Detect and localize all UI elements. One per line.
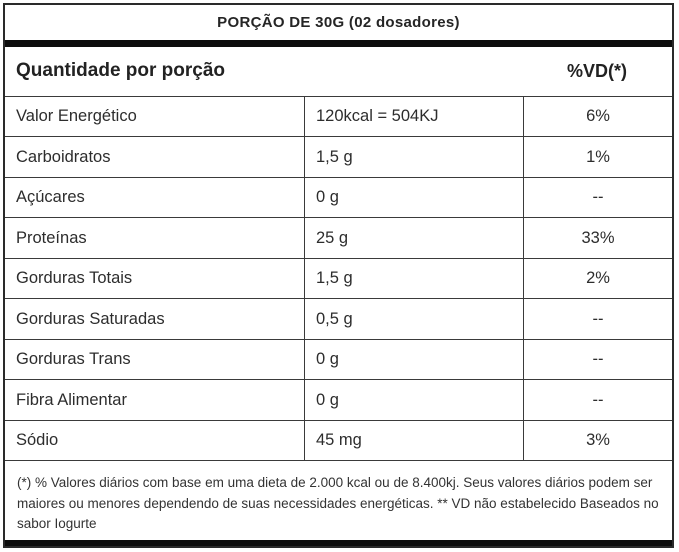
nutrient-name: Gorduras Totais <box>5 258 305 299</box>
nutrient-amount: 1,5 g <box>305 258 524 299</box>
nutrient-name: Gorduras Saturadas <box>5 299 305 339</box>
nutrient-daily-value: 1% <box>586 147 610 166</box>
daily-value-footnote: (*) % Valores diários com base em uma di… <box>17 475 659 531</box>
nutrient-daily-value: 2% <box>586 269 610 287</box>
table-row: Gorduras Saturadas 0,5 g -- <box>5 299 672 340</box>
nutrient-amount: 0 g <box>305 380 524 420</box>
table-row: Gorduras Totais 1,5 g 2% <box>5 258 672 300</box>
nutrient-name: Proteínas <box>5 218 305 258</box>
nutrient-name: Carboidratos <box>5 137 305 177</box>
table-row: Valor Energético 120kcal = 504KJ 6% <box>5 96 672 138</box>
table-row: Gorduras Trans 0 g -- <box>5 339 672 381</box>
nutrient-amount: 45 mg <box>305 420 524 461</box>
table-row: Proteínas 25 g 33% <box>5 218 672 259</box>
divider-bar-top <box>5 40 672 48</box>
nutrient-name: Açúcares <box>5 177 305 218</box>
nutrient-table: Valor Energético 120kcal = 504KJ 6% Carb… <box>5 96 672 462</box>
table-row: Açúcares 0 g -- <box>5 177 672 219</box>
nutrient-name: Sódio <box>5 420 305 461</box>
serving-size-text: PORÇÃO DE 30G (02 dosadores) <box>217 14 460 32</box>
nutrient-daily-value: 3% <box>586 431 610 449</box>
nutrient-daily-value: -- <box>592 350 604 368</box>
nutrient-name: Valor Energético <box>5 96 305 137</box>
table-row: Carboidratos 1,5 g 1% <box>5 137 672 178</box>
serving-size-header: PORÇÃO DE 30G (02 dosadores) <box>5 5 672 40</box>
nutrient-amount: 0 g <box>305 339 524 380</box>
nutrient-amount: 0 g <box>305 177 524 218</box>
nutrient-amount: 0,5 g <box>305 299 524 339</box>
column-header-quantity: Quantidade por porção <box>16 60 226 82</box>
column-header-daily-value: %VD(*) <box>566 60 627 81</box>
nutrient-amount: 1,5 g <box>305 137 524 177</box>
nutrient-daily-value: -- <box>592 188 604 206</box>
table-header-row: Quantidade por porção %VD(*) <box>5 47 672 97</box>
nutrient-daily-value: 6% <box>586 107 610 125</box>
nutrient-daily-value: 33% <box>581 228 615 247</box>
table-row: Fibra Alimentar 0 g -- <box>5 380 672 421</box>
nutrient-name: Gorduras Trans <box>5 339 305 380</box>
divider-bar-bottom <box>5 540 672 546</box>
nutrient-amount: 25 g <box>305 218 524 258</box>
nutrient-daily-value: -- <box>592 309 604 328</box>
nutrient-daily-value: -- <box>592 390 604 409</box>
nutrient-name: Fibra Alimentar <box>5 380 305 420</box>
nutrition-facts-label: PORÇÃO DE 30G (02 dosadores) Quantidade … <box>3 3 674 548</box>
nutrient-amount: 120kcal = 504KJ <box>305 96 524 137</box>
table-row: Sódio 45 mg 3% <box>5 420 672 462</box>
